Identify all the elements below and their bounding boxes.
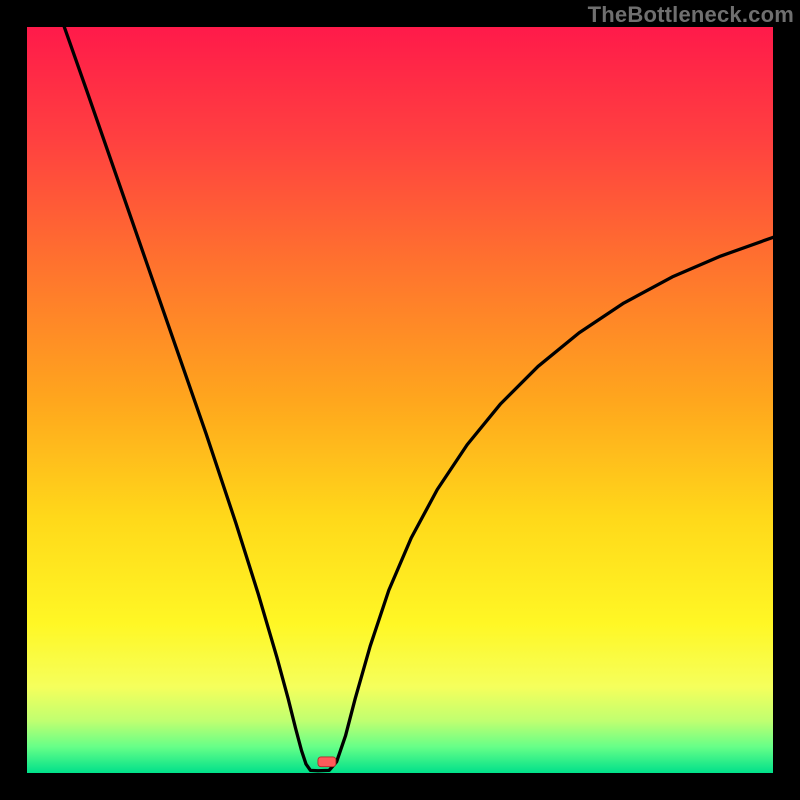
plot-area [27, 27, 773, 773]
plot-svg [27, 27, 773, 773]
watermark-text: TheBottleneck.com [588, 0, 800, 28]
chart-stage: TheBottleneck.com [0, 0, 800, 800]
optimum-marker [318, 757, 336, 767]
gradient-background [27, 27, 773, 773]
